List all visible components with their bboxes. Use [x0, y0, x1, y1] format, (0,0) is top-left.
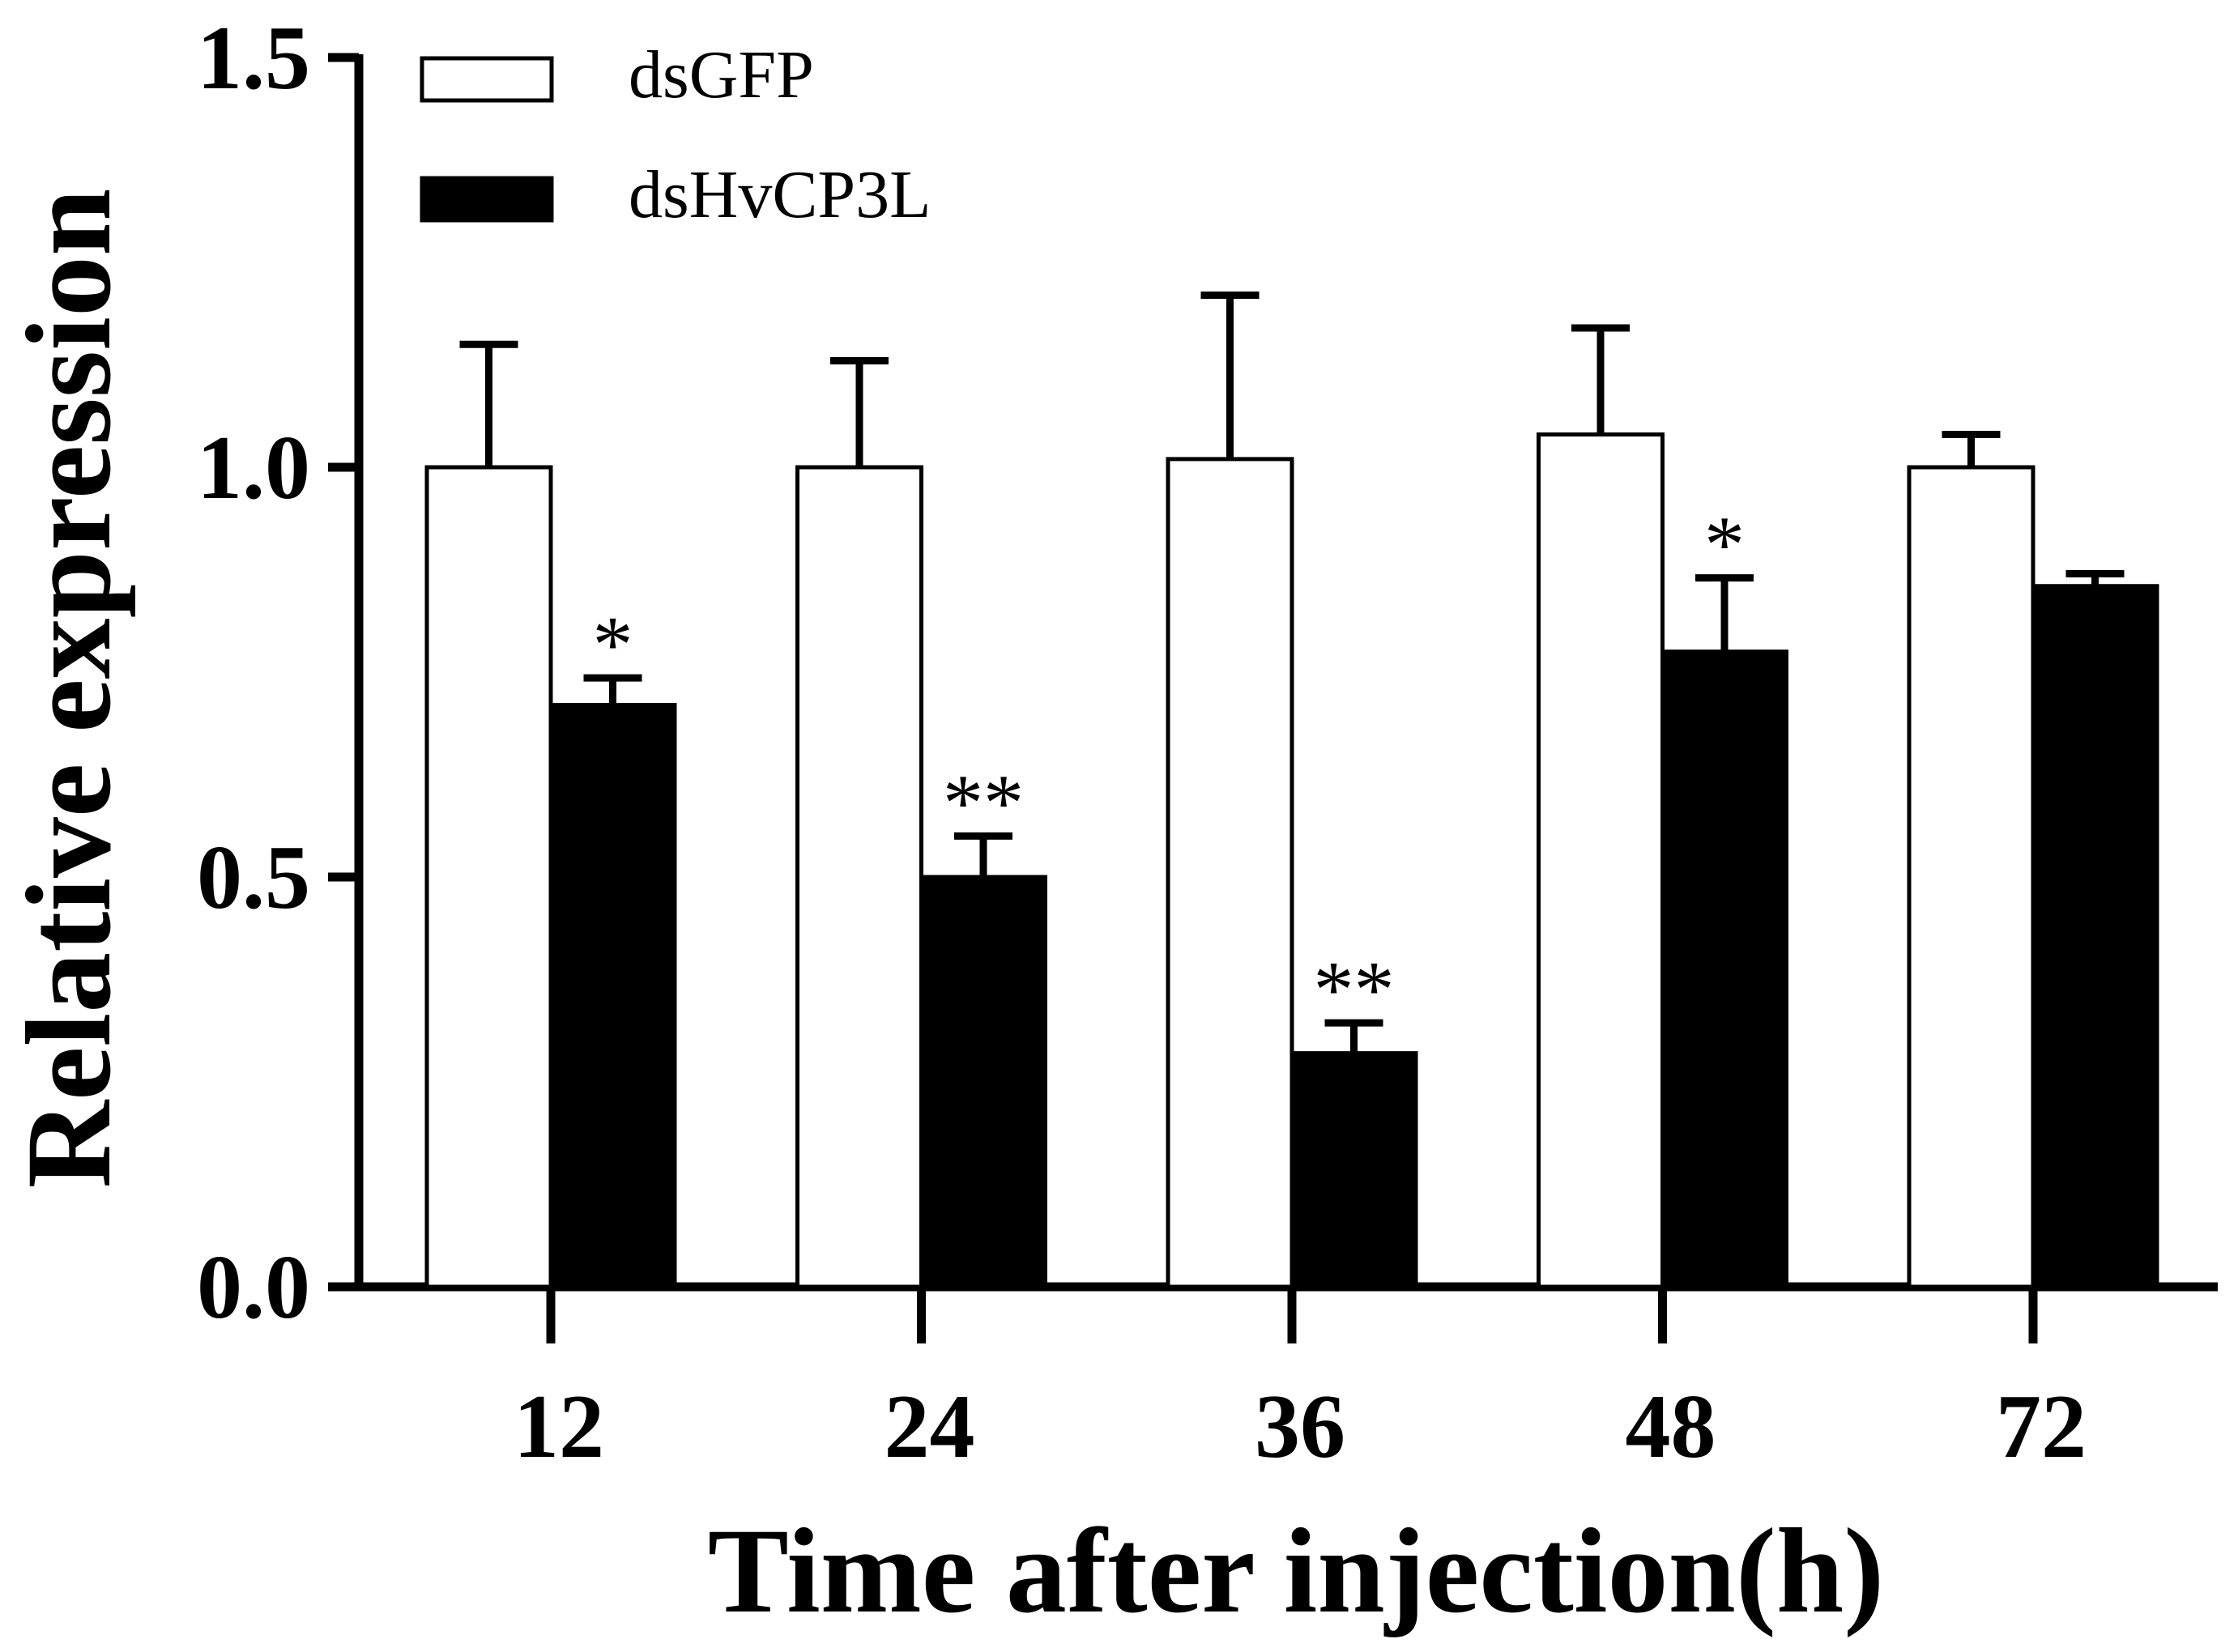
- significance-mark-12: *: [593, 599, 633, 689]
- y-axis-title: Relative expression: [2, 189, 136, 1189]
- bar-dsHvCP3L-12: [548, 702, 677, 1289]
- bar-dsGFP-36: [1166, 457, 1294, 1289]
- x-tick-label: 48: [1626, 1377, 1716, 1477]
- x-axis-title: Time after injection(h): [708, 1504, 1884, 1638]
- error-bars: [459, 291, 2125, 1054]
- significance-mark-24: **: [943, 757, 1024, 847]
- y-tick-label: 1.5: [197, 8, 310, 109]
- bar-dsHvCP3L-24: [919, 875, 1047, 1289]
- bar-dsGFP-12: [424, 465, 553, 1289]
- x-tick-label: 24: [885, 1377, 975, 1477]
- bar-dsGFP-72: [1907, 465, 2036, 1289]
- bars: [424, 432, 2159, 1289]
- y-tick-label: 1.0: [197, 418, 310, 518]
- bar-dsHvCP3L-48: [1660, 649, 1788, 1289]
- legend-label-dsHvCP3L: dsHvCP3L: [629, 157, 931, 232]
- x-tick-label: 72: [1996, 1377, 2087, 1477]
- axes: 0.0 0.5 1.0 1.5 12 24 36 48 72: [197, 8, 2218, 1477]
- y-tick-label: 0.5: [197, 828, 310, 928]
- significance-mark-48: *: [1704, 500, 1745, 590]
- x-tick-label: 12: [514, 1377, 604, 1477]
- x-tick-label: 36: [1255, 1377, 1345, 1477]
- legend-label-dsGFP: dsGFP: [629, 37, 814, 113]
- y-tick-label: 0.0: [197, 1237, 310, 1338]
- legend-swatch-dsHvCP3L: [420, 176, 554, 223]
- bar-dsGFP-48: [1537, 432, 1665, 1289]
- bar-dsGFP-24: [795, 465, 923, 1289]
- legend-swatch-dsGFP: [420, 56, 554, 103]
- significance-marks: ******: [593, 500, 1746, 1035]
- significance-mark-36: **: [1314, 944, 1395, 1034]
- bar-dsHvCP3L-72: [2031, 584, 2159, 1289]
- legend: dsGFP dsHvCP3L: [420, 37, 931, 232]
- bar-dsHvCP3L-36: [1290, 1051, 1418, 1289]
